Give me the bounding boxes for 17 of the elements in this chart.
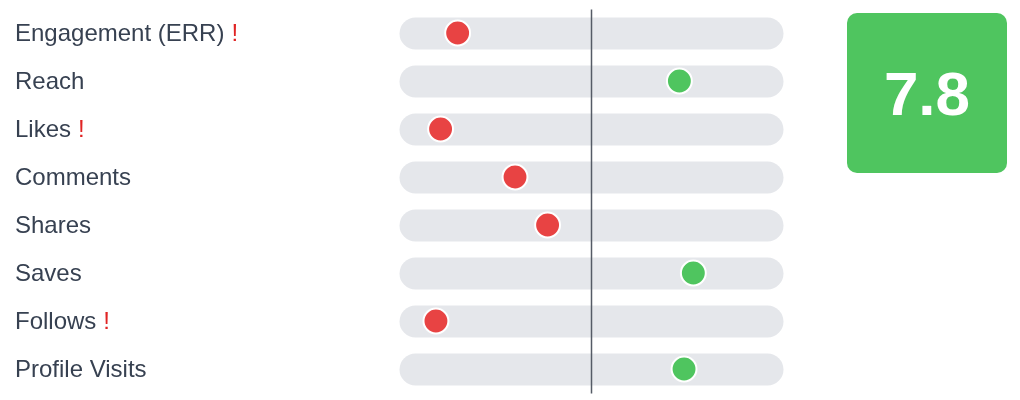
- y-tick-label: Comments: [15, 163, 132, 190]
- y-tick-label: Likes !: [15, 115, 85, 142]
- point: [501, 163, 529, 191]
- point: [679, 259, 707, 287]
- point: [444, 19, 472, 47]
- point: [422, 307, 450, 335]
- point: [665, 67, 693, 95]
- text: 7.8: [883, 57, 971, 129]
- y-tick-label: Profile Visits: [15, 355, 147, 382]
- y-tick-label: Saves: [15, 259, 82, 286]
- point: [670, 355, 698, 383]
- y-tick-label: Follows !: [15, 307, 111, 334]
- point: [534, 211, 562, 239]
- y-tick-label: Engagement (ERR) !: [15, 19, 239, 46]
- y-tick-label: Reach: [15, 67, 85, 94]
- point: [427, 115, 455, 143]
- y-tick-label: Shares: [15, 211, 92, 238]
